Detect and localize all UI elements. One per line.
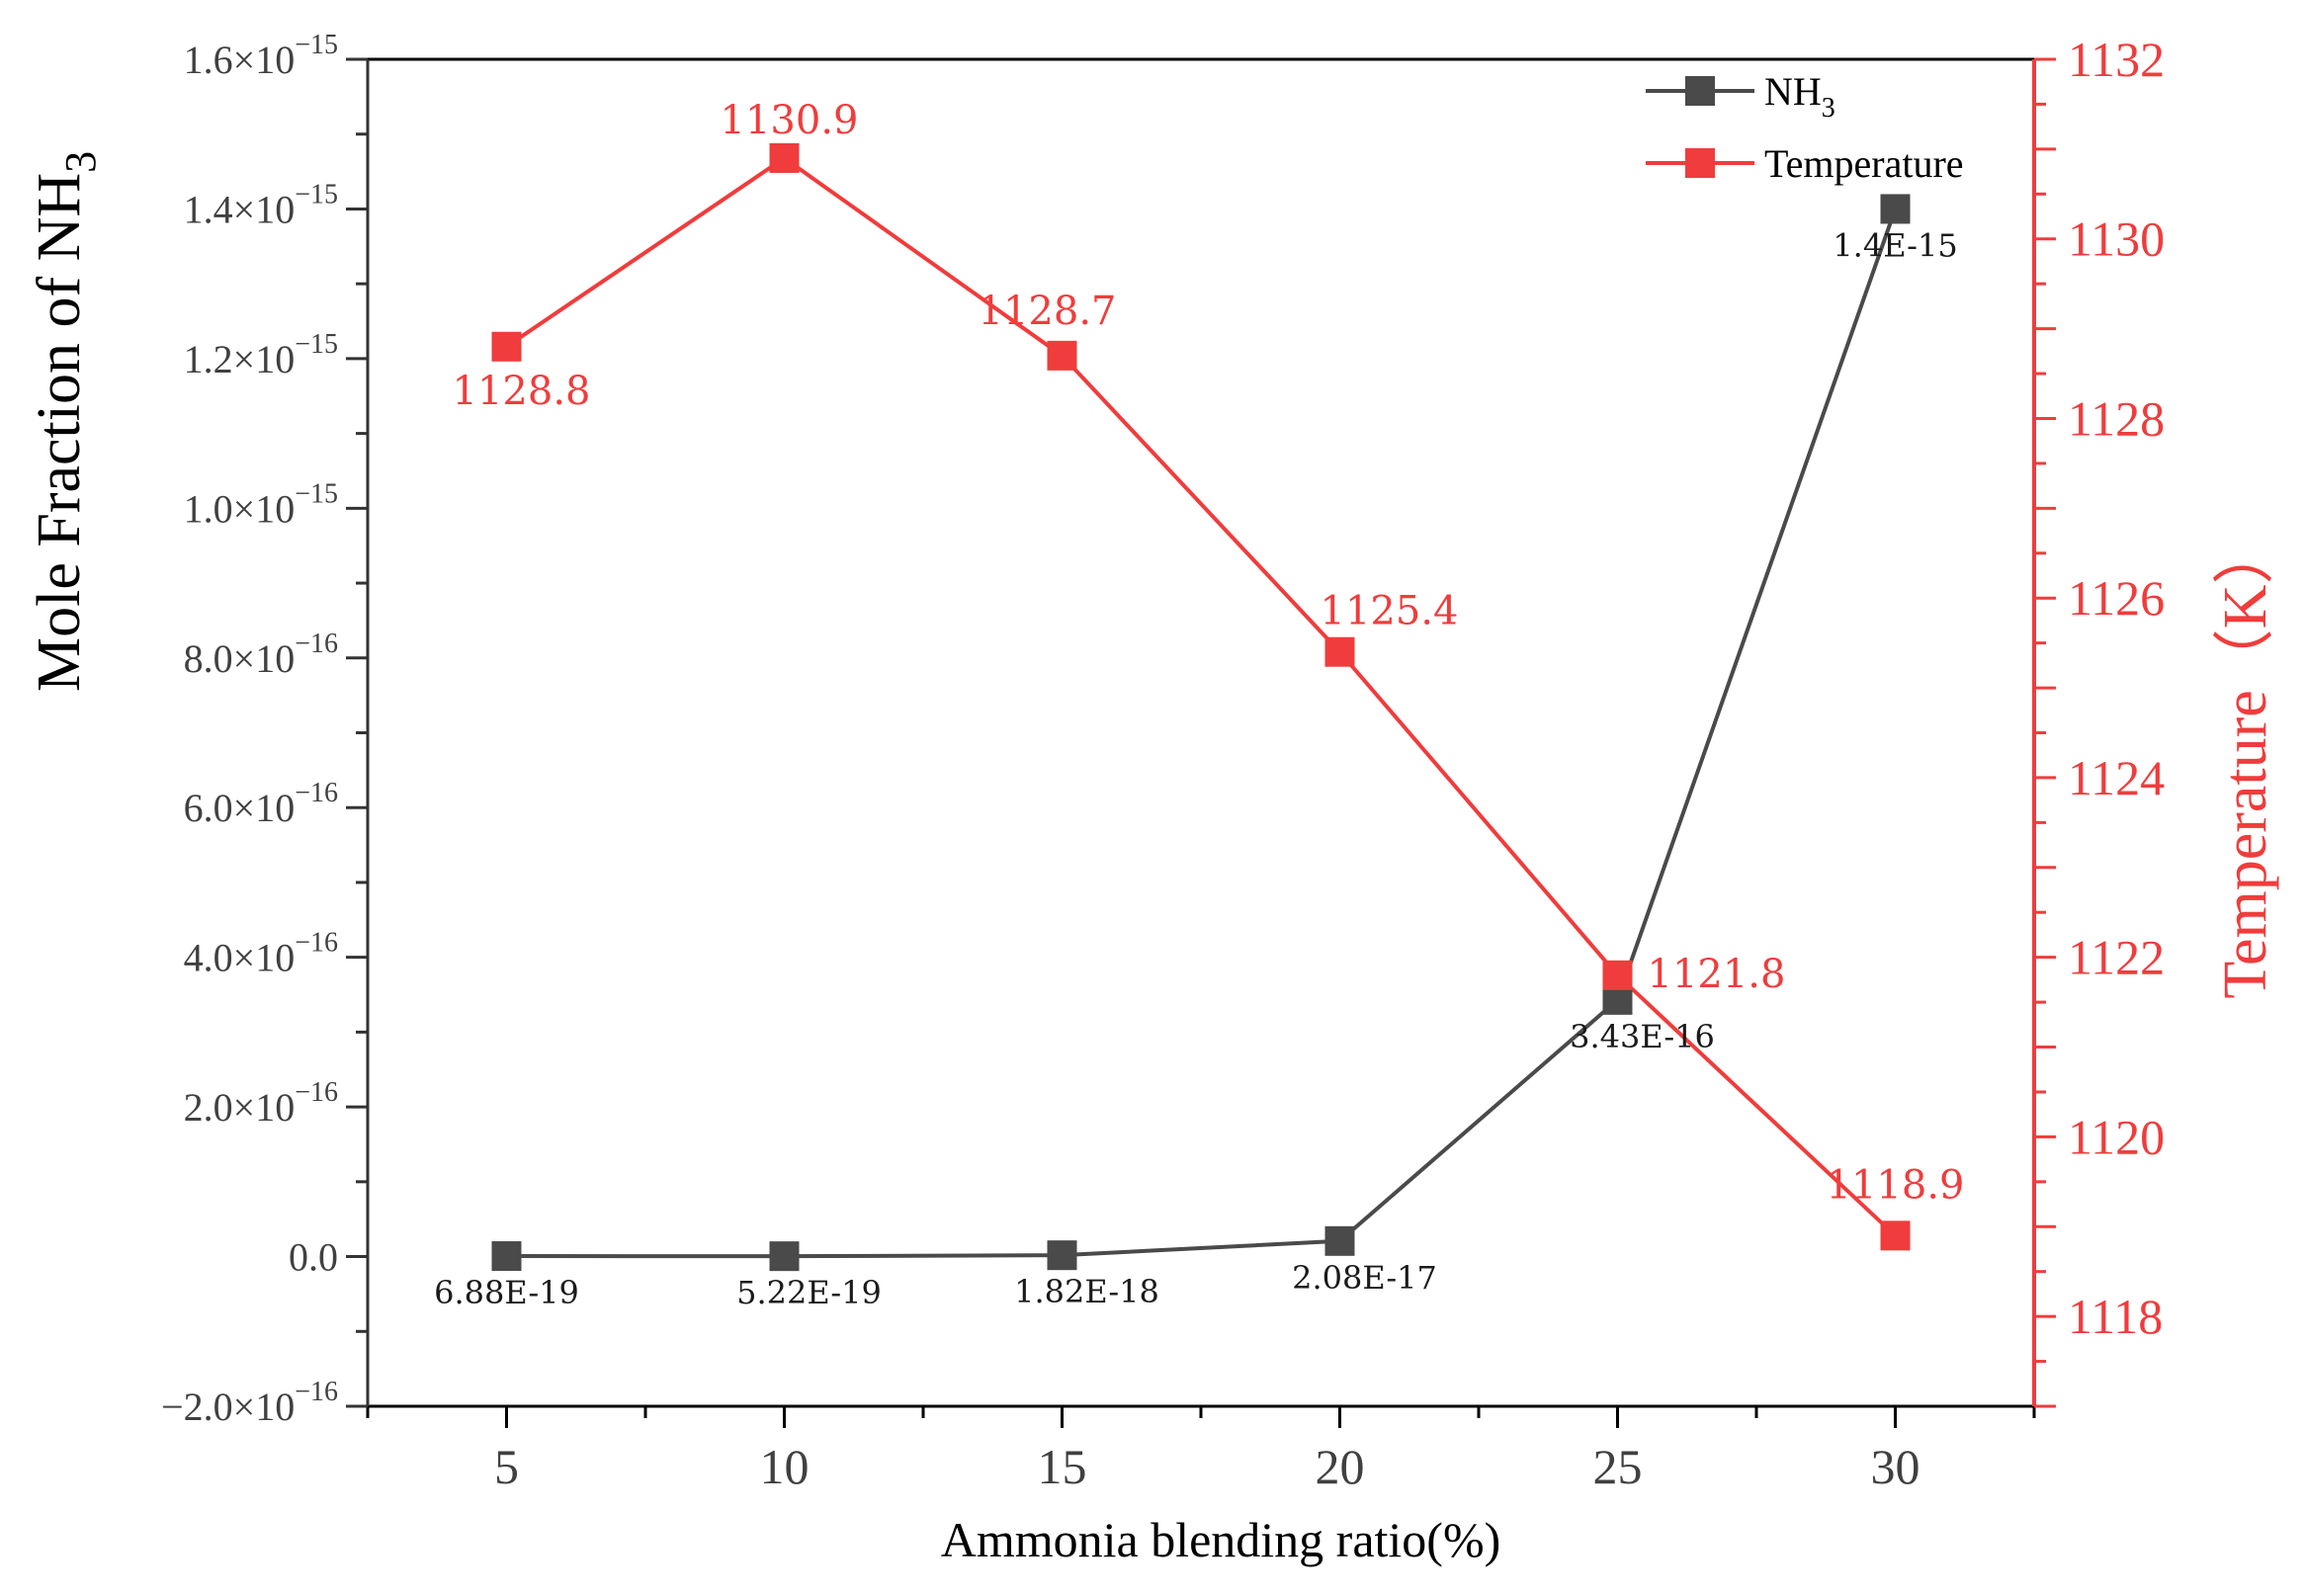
temperature-data-label: 1125.4 [1321,589,1459,634]
y-right-tick-label: 1122 [2068,930,2165,985]
nh3-data-point [1880,194,1911,224]
temperature-data-point [769,142,800,173]
y-left-tick-label: 6.0×10−16 [184,778,338,830]
y-left-tick-label: 8.0×10−16 [184,629,338,681]
temperature-data-point [491,331,522,362]
x-axis-title: Ammonia blending ratio(%) [941,1512,1501,1567]
temperature-data-label: 1128.7 [979,289,1117,334]
x-tick-label: 5 [494,1439,519,1494]
y-right-tick-label: 1132 [2068,32,2165,87]
temperature-data-label: 1121.8 [1648,952,1786,997]
temperature-data-point [1880,1220,1911,1251]
y-left-tick-label: 1.0×10−15 [184,478,338,531]
y-right-tick-label: 1128 [2068,390,2165,446]
y-right-tick-label: 1124 [2068,750,2165,805]
x-tick-label: 20 [1316,1439,1365,1494]
axes-group: 5 10 15 20 25 30 −2.0×10−16 0.0 2.0×10−16 4.0×10−… [161,30,2165,1494]
nh3-data-label: 2.08E-17 [1292,1259,1437,1297]
y-right-axis-title: Temperature（K） [2212,523,2279,998]
temperature-data-point [1047,340,1077,371]
y-right-tick-label: 1120 [2068,1109,2165,1164]
nh3-data-point [491,1241,522,1272]
y-left-axis-title-subscript: 3 [56,151,105,173]
x-tick-label: 25 [1593,1439,1643,1494]
temperature-data-label: 1130.9 [721,98,859,143]
y-left-axis-title: Mole Fraction of NH3 [26,151,105,692]
nh3-data-point [1324,1225,1355,1256]
x-tick-label: 10 [760,1439,810,1494]
legend: NH3 Temperature [1646,69,1964,186]
x-tick-label: 30 [1871,1439,1920,1494]
data-labels-group: 6.88E-19 5.22E-19 1.82E-18 2.08E-17 3.43E-16… [434,98,1964,1311]
y-left-tick-label: 1.6×10−15 [184,30,338,82]
legend-temperature-label: Temperature [1764,141,1964,186]
y-left-tick-label: −2.0×10−16 [161,1377,338,1429]
nh3-data-label: 3.43E-16 [1570,1018,1715,1055]
temperature-data-point [1602,960,1633,990]
legend-nh3-name: NH [1764,69,1822,114]
y-left-tick-label: 2.0×10−16 [184,1077,338,1130]
legend-nh3-label: NH3 [1764,69,1835,124]
nh3-data-point [769,1241,800,1272]
nh3-data-label: 1.82E-18 [1014,1273,1159,1310]
y-left-tick-label: 4.0×10−16 [184,928,338,980]
series-group [491,142,1911,1272]
temperature-series-line [505,155,1897,1237]
temperature-data-point [1324,636,1355,667]
y-right-tick-label: 1118 [2068,1289,2163,1344]
y-right-tick-label: 1130 [2068,211,2165,267]
legend-nh3-marker [1685,76,1715,106]
nh3-series-line [506,208,1898,1259]
nh3-data-point [1047,1240,1077,1271]
legend-temperature-marker [1685,148,1715,178]
y-left-tick-label: 0.0 [289,1235,338,1280]
temperature-data-label: 1118.9 [1827,1162,1965,1208]
legend-nh3-subscript: 3 [1822,93,1835,124]
y-left-tick-label: 1.4×10−15 [184,179,338,231]
y-left-tick-label: 1.2×10−15 [184,329,338,381]
x-tick-label: 15 [1038,1439,1087,1494]
y-right-tick-label: 1126 [2068,570,2165,626]
temperature-data-label: 1128.8 [453,369,591,414]
y-left-axis-title-text: Mole Fraction of NH [26,173,93,692]
nh3-data-label: 6.88E-19 [434,1274,579,1311]
nh3-data-label: 1.4E-15 [1833,226,1957,264]
nh3-data-label: 5.22E-19 [736,1274,882,1311]
